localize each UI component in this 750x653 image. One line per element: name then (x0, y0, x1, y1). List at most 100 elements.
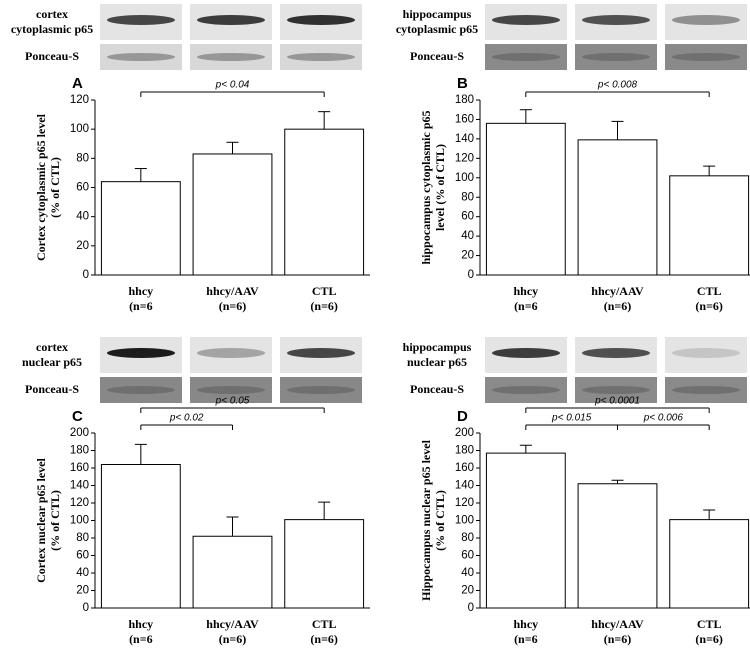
n-label: (n=6 (129, 632, 153, 646)
y-axis-label: level (% of CTL) (433, 144, 447, 231)
blot-label: Ponceau-S (25, 382, 79, 396)
y-tick-label: 80 (76, 152, 89, 164)
n-label: (n=6) (310, 299, 338, 313)
y-tick-label: 0 (468, 602, 474, 614)
bar (485, 122, 566, 276)
y-axis-label: (% of CTL) (433, 490, 447, 551)
y-tick-label: 200 (70, 427, 89, 439)
y-tick-label: 100 (455, 172, 474, 184)
bar (284, 128, 365, 276)
blot-label: cortex (36, 340, 68, 354)
y-tick-label: 40 (76, 567, 89, 579)
error-bar (611, 479, 624, 484)
x-tick-label: hhcy (128, 617, 153, 631)
y-tick-label: 40 (461, 567, 474, 579)
bar (669, 175, 750, 276)
y-tick-label: 160 (455, 113, 474, 125)
ponceau-band (287, 386, 355, 394)
error-bar (134, 443, 147, 465)
x-tick-label: CTL (697, 284, 722, 298)
error-bar (519, 444, 532, 454)
blot-band (287, 15, 355, 25)
ponceau-band (492, 386, 560, 394)
y-tick-label: 20 (461, 250, 474, 262)
blot-band (672, 348, 740, 358)
x-tick-label: CTL (697, 617, 722, 631)
blot-band (107, 15, 175, 25)
bar (100, 181, 181, 276)
bar (577, 139, 658, 276)
ponceau-band (197, 53, 265, 61)
blot-band (197, 348, 265, 358)
error-bar (134, 168, 147, 182)
y-tick-label: 40 (461, 230, 474, 242)
n-label: (n=6 (514, 299, 538, 313)
y-tick-label: 180 (70, 445, 89, 457)
y-tick-label: 180 (455, 445, 474, 457)
n-label: (n=6) (695, 632, 723, 646)
ponceau-band (492, 53, 560, 61)
blot-label: Ponceau-S (410, 49, 464, 63)
x-tick-label: CTL (312, 617, 337, 631)
y-tick-label: 0 (83, 602, 89, 614)
bar (485, 452, 566, 609)
y-tick-label: 80 (461, 532, 474, 544)
bar (669, 519, 750, 609)
error-bar (226, 141, 239, 154)
significance-label: p< 0.0001 (594, 396, 640, 407)
significance-label: p< 0.008 (597, 80, 638, 91)
error-bar (703, 509, 716, 520)
n-label: (n=6) (219, 299, 247, 313)
x-tick-label: hhcy/AAV (206, 617, 259, 631)
panel-letter: B (457, 75, 468, 92)
panel-letter: C (72, 408, 83, 425)
blot-image (190, 337, 272, 373)
significance-label: p< 0.04 (215, 80, 250, 91)
y-tick-label: 140 (455, 480, 474, 492)
y-tick-label: 60 (461, 211, 474, 223)
n-label: (n=6 (514, 632, 538, 646)
y-axis-label: Cortex cytoplasmic p65 level (34, 113, 48, 261)
significance-label: p< 0.05 (215, 396, 250, 407)
y-tick-label: 120 (455, 152, 474, 164)
blot-label: Ponceau-S (25, 49, 79, 63)
y-tick-label: 180 (455, 94, 474, 106)
n-label: (n=6) (604, 299, 632, 313)
significance-label: p< 0.006 (643, 413, 684, 424)
y-axis-label: (% of CTL) (48, 157, 62, 218)
y-tick-label: 40 (76, 211, 89, 223)
error-bar (318, 501, 331, 520)
y-tick-label: 200 (455, 427, 474, 439)
n-label: (n=6) (219, 632, 247, 646)
y-tick-label: 140 (455, 133, 474, 145)
n-label: (n=6 (129, 299, 153, 313)
y-tick-label: 60 (76, 182, 89, 194)
y-tick-label: 20 (461, 585, 474, 597)
panel-letter: D (457, 408, 468, 425)
blot-label: cytoplasmic p65 (11, 22, 93, 36)
n-label: (n=6) (695, 299, 723, 313)
y-tick-label: 160 (455, 462, 474, 474)
bar (100, 464, 181, 609)
y-tick-label: 120 (455, 497, 474, 509)
blot-image (665, 337, 747, 373)
error-bar (703, 165, 716, 176)
blot-band (492, 15, 560, 25)
n-label: (n=6) (310, 632, 338, 646)
blot-band (492, 348, 560, 358)
y-tick-label: 80 (461, 191, 474, 203)
x-tick-label: hhcy/AAV (206, 284, 259, 298)
bar (577, 483, 658, 609)
y-tick-label: 0 (468, 269, 474, 281)
y-tick-label: 20 (76, 585, 89, 597)
ponceau-band (672, 386, 740, 394)
ponceau-band (287, 53, 355, 61)
y-axis-label: Cortex nuclear p65 level (34, 457, 48, 582)
blot-band (582, 348, 650, 358)
ponceau-band (107, 53, 175, 61)
blot-label: hippocampus (403, 340, 472, 354)
ponceau-band (672, 53, 740, 61)
